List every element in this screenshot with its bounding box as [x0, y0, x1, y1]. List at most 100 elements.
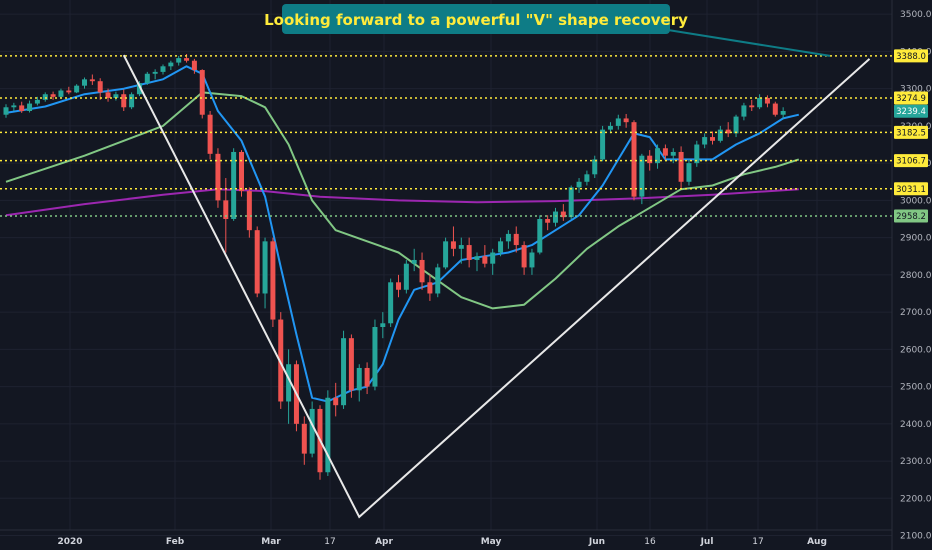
ma-200-line [5, 188, 799, 217]
last-price-tag [894, 104, 928, 118]
candle-body [623, 118, 629, 123]
candle-body [42, 94, 48, 100]
y-tick-label: 2700.0 [900, 308, 932, 318]
candle-body [717, 129, 723, 141]
candle-body [348, 338, 354, 391]
x-tick-label: 2020 [57, 537, 82, 547]
candle-body [199, 70, 205, 115]
y-tick-label: 2200.0 [900, 494, 932, 504]
x-tick-label: Feb [166, 537, 185, 547]
candle-body [34, 99, 40, 104]
x-tick-label: May [481, 537, 502, 547]
y-tick-label: 2800.0 [900, 271, 932, 281]
candle-body [262, 241, 268, 294]
y-tick-label: 2900.0 [900, 234, 932, 244]
time-axis[interactable]: 2020 Feb Mar 17 Apr May Jun 16 Jul 17 Aug [57, 537, 826, 547]
candle-body [246, 191, 252, 231]
candle-body [482, 256, 488, 264]
candle-body [615, 118, 621, 126]
candle-body [396, 282, 401, 290]
price-axis[interactable]: 2100.0 2200.0 2300.0 2400.0 2500.0 2600.0 2700… [900, 10, 932, 541]
candle-body [254, 230, 260, 294]
candle-body [537, 219, 543, 253]
candle-body [702, 137, 708, 145]
candle-body [144, 73, 150, 84]
candle-body [655, 148, 661, 164]
candle-body [749, 105, 755, 108]
candle-body [207, 114, 213, 154]
support-resistance-levels [0, 55, 892, 217]
candle-body [152, 71, 158, 74]
candle-body [239, 151, 244, 192]
candle-body [631, 122, 637, 197]
candle-body [411, 259, 417, 264]
candle-body [772, 103, 778, 115]
candle-body [592, 159, 598, 175]
level-price-text: 3182.5 [896, 128, 926, 138]
candle-body [191, 60, 197, 71]
candle-body [278, 319, 284, 402]
candle-body [607, 125, 613, 130]
level-price-tag [894, 49, 928, 63]
candle-body [333, 397, 339, 406]
annotation-box[interactable] [282, 4, 670, 34]
candle-body [380, 323, 386, 327]
candle-body [27, 103, 33, 111]
y-tick-label: 2300.0 [900, 457, 932, 467]
candle-body [443, 241, 449, 268]
candle-body [780, 111, 786, 115]
level-price-text: 3031.1 [896, 185, 926, 195]
candle-body [498, 241, 504, 253]
candle-body [356, 367, 362, 391]
candle-body [223, 200, 229, 219]
candle-body [435, 267, 441, 294]
y-tick-label: 2600.0 [900, 345, 932, 355]
candle-body [513, 233, 519, 246]
candle-body [160, 66, 166, 72]
v-shape-line [122, 54, 871, 519]
candle-body [19, 105, 25, 111]
annotation[interactable]: Looking forward to a powerful "V" shape … [264, 4, 831, 57]
level-price-text: 3274.9 [896, 94, 926, 104]
candle-body [403, 263, 409, 290]
candle-body [325, 397, 331, 473]
candle-body [694, 144, 700, 164]
candle-body [168, 62, 174, 67]
x-tick-label: 17 [752, 537, 763, 547]
candle-body [176, 58, 182, 63]
candle-body [105, 92, 111, 98]
candle-body [11, 105, 17, 108]
candle-body [474, 256, 480, 260]
candle-body [529, 252, 535, 268]
level-price-tag [894, 209, 928, 223]
annotation-text: Looking forward to a powerful "V" shape … [264, 11, 688, 29]
candle-body [576, 181, 582, 188]
candle-body [341, 338, 347, 406]
candle-body [490, 252, 496, 264]
annotation-callout-line [667, 29, 831, 57]
candle-body [136, 83, 142, 95]
candle-body [82, 79, 87, 86]
y-tick-label: 3300.0 [900, 85, 932, 95]
candle-body [270, 241, 276, 320]
candle-body [58, 90, 64, 97]
candle-body [521, 245, 527, 268]
last-price-text: 3239.4 [896, 107, 926, 117]
candle-body [121, 94, 127, 108]
v-shape-lines [122, 54, 871, 519]
candle-body [560, 211, 566, 218]
candle-body [50, 94, 56, 97]
y-tick-label: 2100.0 [900, 532, 932, 542]
x-tick-label: 16 [644, 537, 656, 547]
candle-body [670, 151, 676, 156]
candle-body [584, 174, 590, 182]
x-tick-label: Aug [807, 537, 827, 547]
candle-body [97, 81, 103, 93]
x-tick-label: Jun [588, 537, 605, 547]
candle-body [725, 129, 731, 134]
candles [3, 54, 786, 480]
candle-body [74, 85, 80, 93]
candle-body [215, 153, 221, 201]
candle-body [639, 155, 645, 197]
